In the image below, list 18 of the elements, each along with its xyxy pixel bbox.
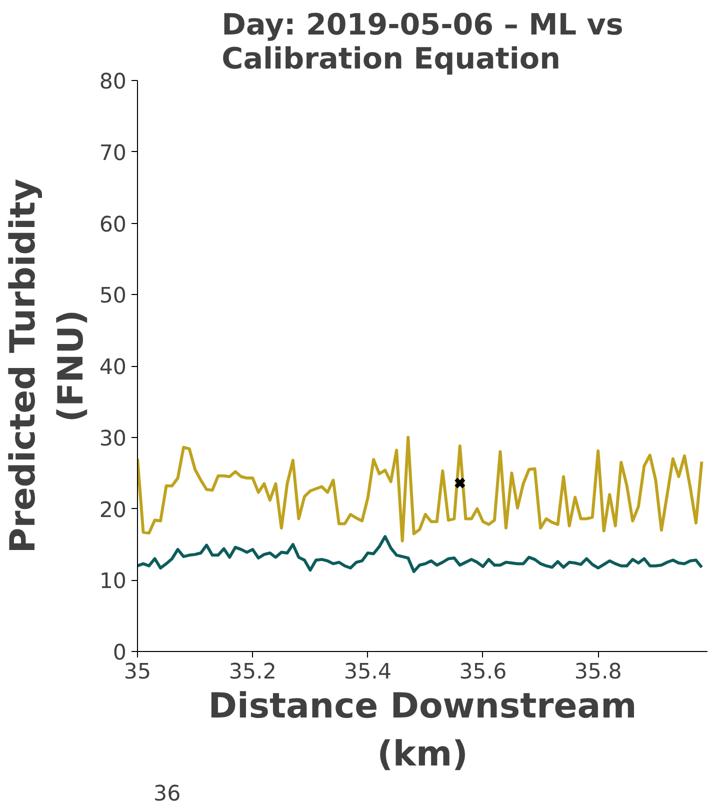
y-tick-label: 60 xyxy=(99,212,126,238)
y-tick-label: 30 xyxy=(99,426,126,452)
line-series xyxy=(138,535,704,574)
x-tick-label: 35.8 xyxy=(574,660,622,684)
y-tick-label: 70 xyxy=(99,140,126,166)
chart-title: Day: 2019-05-06 – ML vs Calibration Equation xyxy=(222,8,624,76)
y-tick-label: 80 xyxy=(99,70,126,94)
y-tick-label: 50 xyxy=(99,284,126,309)
text: 36 xyxy=(154,782,181,805)
y-tick-label: 10 xyxy=(99,569,126,594)
y-tick-label: 20 xyxy=(99,498,126,523)
x-tick-label: 35.4 xyxy=(344,660,392,684)
x-tick-label: 35.6 xyxy=(459,660,507,684)
x-tick-label: 35.2 xyxy=(228,660,276,684)
x-axis-title: Distance Downstream (km) xyxy=(208,686,637,774)
y-axis-title: Predicted Turbidity (FNU) xyxy=(3,178,92,554)
y-tick-label: 40 xyxy=(99,355,126,380)
line-series xyxy=(138,436,704,542)
